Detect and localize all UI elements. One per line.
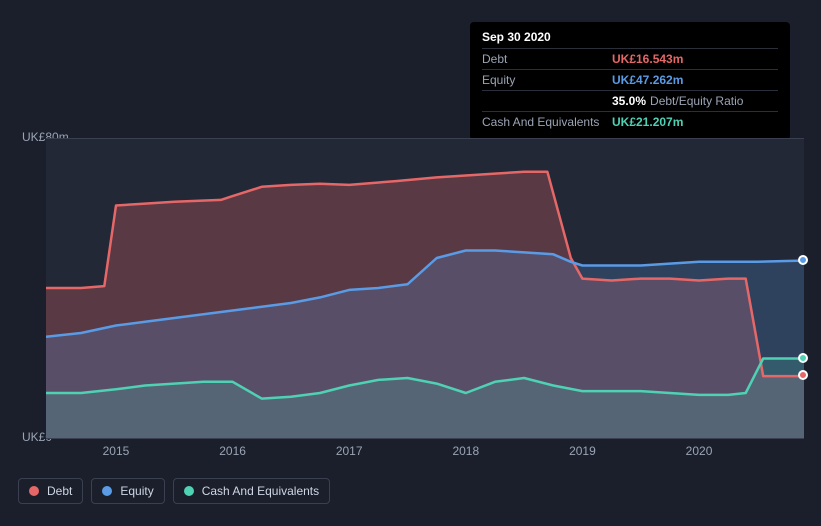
series-end-marker <box>798 353 808 363</box>
legend-label: Cash And Equivalents <box>202 484 319 498</box>
x-axis: 2015 2016 2017 2018 2019 2020 <box>46 440 804 464</box>
tooltip-row-value: UK£47.262m <box>612 73 683 87</box>
gridline <box>46 138 804 139</box>
chart-legend: Debt Equity Cash And Equivalents <box>18 478 330 504</box>
legend-label: Debt <box>47 484 72 498</box>
x-axis-label: 2015 <box>103 444 130 458</box>
tooltip-row-value: UK£16.543m <box>612 52 683 66</box>
tooltip-row-label: Equity <box>482 73 612 87</box>
x-axis-label: 2017 <box>336 444 363 458</box>
legend-label: Equity <box>120 484 153 498</box>
tooltip-row-label <box>482 94 612 108</box>
x-axis-label: 2018 <box>452 444 479 458</box>
series-end-marker <box>798 370 808 380</box>
legend-dot-icon <box>102 486 112 496</box>
tooltip-date: Sep 30 2020 <box>482 30 778 44</box>
legend-dot-icon <box>184 486 194 496</box>
tooltip-ratio-value: 35.0% <box>612 94 646 108</box>
tooltip-row: DebtUK£16.543m <box>482 48 778 69</box>
tooltip-row-label: Debt <box>482 52 612 66</box>
legend-item-cash-and-equivalents[interactable]: Cash And Equivalents <box>173 478 330 504</box>
x-axis-label: 2019 <box>569 444 596 458</box>
tooltip-ratio-label: Debt/Equity Ratio <box>650 94 743 108</box>
legend-item-debt[interactable]: Debt <box>18 478 83 504</box>
series-end-marker <box>798 255 808 265</box>
legend-item-equity[interactable]: Equity <box>91 478 164 504</box>
tooltip-row: EquityUK£47.262m <box>482 69 778 90</box>
tooltip-row: 35.0% Debt/Equity Ratio <box>482 90 778 111</box>
chart-plot-area[interactable] <box>46 138 804 438</box>
gridline <box>46 438 804 439</box>
chart-container: UK£80mUK£0 201520162017201820192020 <box>18 120 804 470</box>
x-axis-label: 2020 <box>686 444 713 458</box>
legend-dot-icon <box>29 486 39 496</box>
x-axis-label: 2016 <box>219 444 246 458</box>
